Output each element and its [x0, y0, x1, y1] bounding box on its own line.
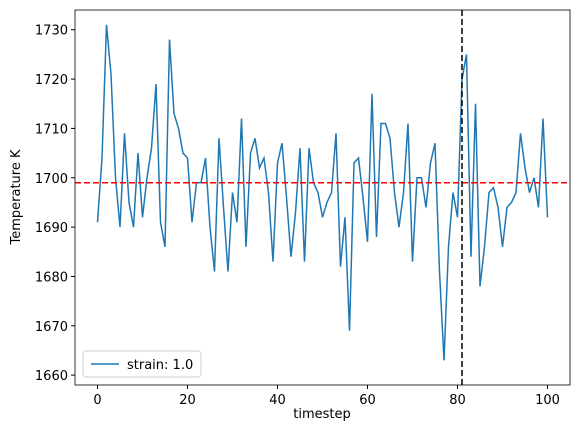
line-series	[96, 24, 549, 361]
y-tick-label: 1670	[35, 320, 68, 335]
y-tick-label: 1700	[35, 172, 68, 187]
legend-label: strain: 1.0	[127, 358, 193, 373]
x-tick-label: 80	[449, 393, 466, 408]
y-tick-label: 1730	[35, 24, 68, 39]
legend: strain: 1.0	[82, 350, 202, 378]
y-tick-label: 1690	[35, 221, 68, 236]
x-tick-label: 20	[179, 393, 196, 408]
plot-frame	[74, 9, 571, 386]
x-tick-label: 40	[269, 393, 286, 408]
y-axis-label: Temperature K	[9, 149, 24, 245]
legend-box	[82, 350, 202, 378]
x-tick-label: 100	[535, 393, 560, 408]
x-tick-label: 60	[359, 393, 376, 408]
y-tick-label: 1680	[35, 270, 68, 285]
y-tick-label: 1710	[35, 122, 68, 137]
y-tick-label: 1660	[35, 369, 68, 384]
y-tick-label: 1720	[35, 73, 68, 88]
x-tick-label: 0	[93, 393, 101, 408]
x-axis-label: timestep	[293, 407, 351, 422]
